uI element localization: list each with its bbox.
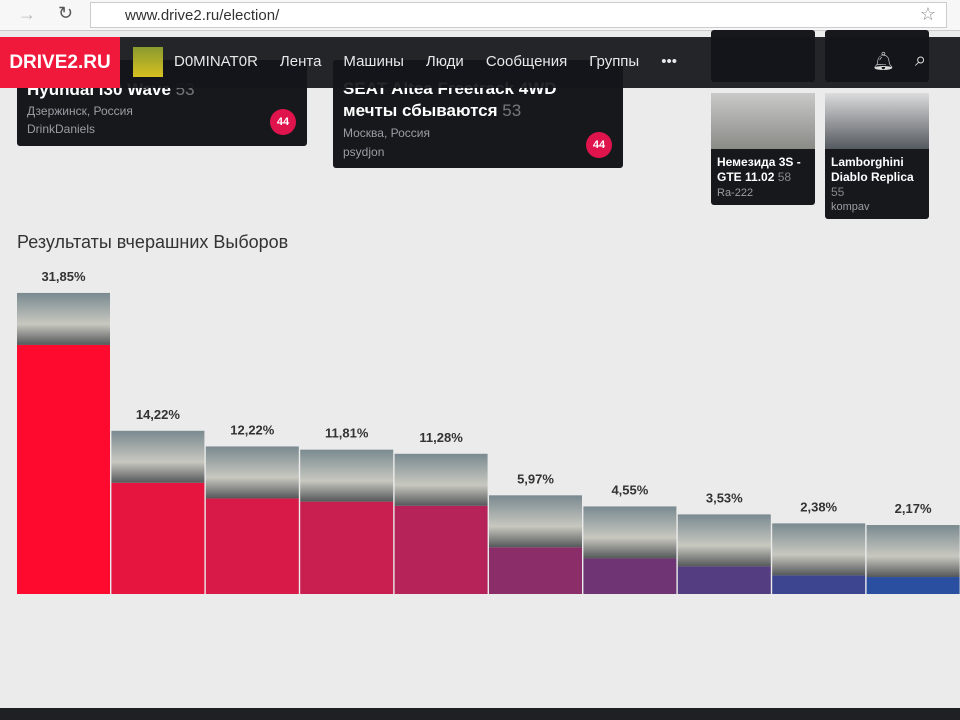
- title: Немезида 3S - GTE 11.02: [717, 155, 801, 184]
- nav-link[interactable]: Машины: [343, 53, 404, 70]
- more[interactable]: •••: [661, 53, 677, 70]
- bar: [394, 505, 488, 594]
- value-label: 11,28%: [419, 430, 463, 445]
- thumbnail: [825, 93, 929, 149]
- bar: [583, 558, 677, 594]
- value-label: 4,55%: [611, 482, 648, 497]
- value-label: 11,81%: [325, 426, 369, 441]
- thumbnail: [711, 93, 815, 149]
- forward-button[interactable]: →: [18, 4, 36, 24]
- address-bar[interactable]: www.drive2.ru/election/ ☆: [90, 2, 947, 28]
- title: Lamborghini Diablo Replica: [831, 155, 914, 184]
- bar: [300, 501, 394, 594]
- author: Ra-222: [717, 187, 754, 199]
- bar-image: [205, 446, 299, 499]
- rating: 58: [777, 170, 792, 184]
- avatar[interactable]: [133, 47, 163, 77]
- location: Москва, Россия: [343, 126, 430, 140]
- badge: 44: [270, 109, 296, 135]
- bar: [111, 482, 205, 594]
- bar-image: [677, 514, 771, 567]
- author: kompav: [831, 201, 870, 213]
- bell[interactable]: 🔔︎: [872, 51, 895, 71]
- bar-image: [866, 525, 960, 578]
- logo[interactable]: DRIVE2.RU: [0, 37, 120, 88]
- bar: [772, 575, 866, 594]
- bar: [489, 547, 582, 594]
- section-title: Результаты вчерашних Выборов: [17, 232, 289, 252]
- reload-button[interactable]: ↻: [58, 3, 74, 23]
- bar: [17, 344, 110, 594]
- search[interactable]: ⌕: [915, 49, 927, 71]
- bar: [677, 566, 771, 594]
- small-card[interactable]: Lamborghini Diablo Replica 55 kompav: [825, 93, 929, 219]
- nav-bar: DRIVE2.RU D0MINAT0R Лента Машины Люди Со…: [0, 37, 960, 88]
- bar-image: [17, 292, 110, 345]
- value-label: 2,38%: [800, 499, 837, 514]
- bar-image: [583, 506, 677, 559]
- rating: 55: [831, 185, 845, 199]
- value-label: 5,97%: [517, 471, 554, 486]
- value-label: 3,53%: [706, 490, 743, 505]
- value-label: 2,17%: [895, 501, 932, 516]
- card-title: Немезида 3S - GTE 11.02 58: [717, 155, 812, 185]
- browser-bar: → ↻ www.drive2.ru/election/ ☆: [0, 0, 960, 31]
- small-card[interactable]: Немезида 3S - GTE 11.02 58 Ra-222: [711, 93, 815, 205]
- rating: 53: [502, 101, 522, 120]
- author: DrinkDaniels: [27, 122, 96, 136]
- badge: 44: [586, 132, 612, 158]
- url: www.drive2.ru/election/: [125, 7, 280, 24]
- bar-image: [394, 453, 488, 506]
- location: Дзержинск, Россия: [27, 104, 133, 118]
- bar: [205, 498, 299, 594]
- bar-image: [111, 430, 205, 483]
- bar-image: [489, 495, 582, 548]
- nav-links: D0MINAT0R Лента Машины Люди Сообщения Гр…: [174, 53, 699, 70]
- value-label: 12,22%: [230, 422, 275, 437]
- nav-link[interactable]: Сообщения: [485, 53, 568, 70]
- bar: [866, 577, 960, 594]
- author: psydjon: [343, 145, 385, 159]
- nav-link[interactable]: Группы: [589, 53, 640, 70]
- nav-link[interactable]: Лента: [279, 53, 322, 70]
- bar-image: [300, 449, 394, 502]
- value-label: 31,85%: [41, 269, 86, 284]
- value-label: 14,22%: [136, 407, 181, 422]
- nav-link[interactable]: Люди: [425, 53, 464, 70]
- star[interactable]: ☆: [919, 4, 936, 24]
- bar-image: [772, 523, 866, 576]
- card-title: Lamborghini Diablo Replica 55: [831, 155, 926, 200]
- user-name[interactable]: D0MINAT0R: [174, 53, 258, 70]
- footer: [0, 708, 960, 720]
